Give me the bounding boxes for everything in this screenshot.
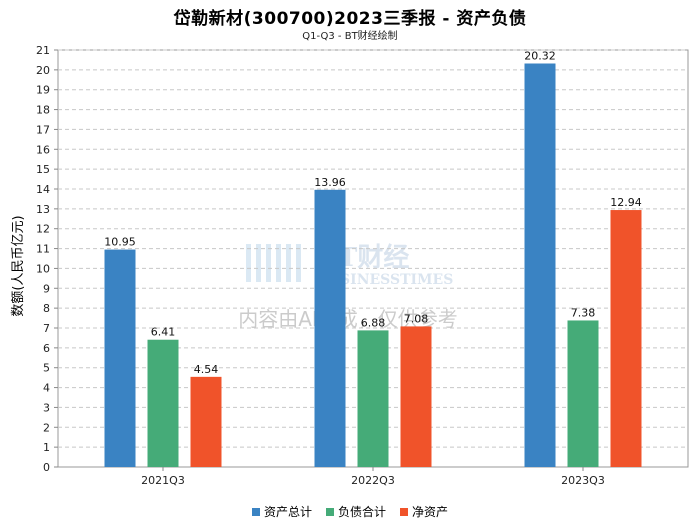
watermark-logo-bar xyxy=(286,244,291,282)
y-tick-label: 16 xyxy=(36,143,50,156)
x-tick-label: 2021Q3 xyxy=(141,474,185,487)
bar-value-label: 6.88 xyxy=(361,316,386,329)
bar xyxy=(357,330,389,467)
legend-swatch xyxy=(400,507,408,516)
bar-chart: BT财经 BUSINESSTIMES 内容由AI生成，仅供参考 10.956.4… xyxy=(11,44,689,487)
y-tick-label: 0 xyxy=(43,461,50,474)
bar-value-label: 7.38 xyxy=(571,306,596,319)
watermark-brand-en: BUSINESSTIMES xyxy=(316,272,453,288)
watermark-logo-bar xyxy=(296,244,301,282)
y-tick-label: 17 xyxy=(36,123,50,136)
bar-value-label: 7.08 xyxy=(404,312,429,325)
watermark-logo-bar xyxy=(276,244,281,282)
y-tick-label: 18 xyxy=(36,104,50,117)
x-tick-label: 2022Q3 xyxy=(351,474,395,487)
y-tick-label: 11 xyxy=(36,243,50,256)
y-tick-label: 1 xyxy=(43,441,50,454)
y-tick-label: 6 xyxy=(43,342,50,355)
legend-label: 资产总计 xyxy=(263,505,312,519)
chart-title: 岱勒新材(300700)2023三季报 - 资产负债 xyxy=(173,9,527,29)
bar-value-label: 13.96 xyxy=(314,176,346,189)
y-tick-label: 9 xyxy=(43,282,50,295)
y-tick-label: 3 xyxy=(43,401,50,414)
y-tick-label: 14 xyxy=(36,183,50,196)
y-tick-label: 13 xyxy=(36,203,50,216)
y-tick-label: 12 xyxy=(36,223,50,236)
bar xyxy=(567,320,599,467)
y-tick-label: 7 xyxy=(43,322,50,335)
chart-subtitle: Q1-Q3 - BT财经绘制 xyxy=(302,31,398,42)
legend-item: 负债合计 xyxy=(325,503,386,520)
legend-label: 负债合计 xyxy=(337,505,386,519)
bar-value-label: 4.54 xyxy=(194,363,219,376)
bars: 10.95 6.41 4.54 13.96 6.88 7.08 20.32 7.38 12.94 xyxy=(104,50,642,467)
y-axis-label: 数额(人民币亿元) xyxy=(11,215,26,316)
y-tick-label: 4 xyxy=(43,382,50,395)
bar-value-label: 20.32 xyxy=(524,50,556,63)
bar xyxy=(400,326,432,467)
x-tick-label: 2023Q3 xyxy=(561,474,605,487)
legend-item: 净资产 xyxy=(400,503,448,520)
y-tick-label: 20 xyxy=(36,64,50,77)
watermark-logo-bar xyxy=(266,244,271,282)
legend-swatch xyxy=(325,507,334,516)
bar-value-label: 10.95 xyxy=(104,236,136,249)
bar xyxy=(610,210,642,467)
bar xyxy=(524,63,556,467)
y-tick-label: 8 xyxy=(43,302,50,315)
axes: 01234567891011121314151617181920212021Q3… xyxy=(36,44,605,487)
legend-swatch xyxy=(251,507,260,516)
legend: 资产总计 负债合计 净资产 xyxy=(0,503,700,520)
y-tick-label: 21 xyxy=(36,44,50,57)
y-tick-label: 5 xyxy=(43,362,50,375)
legend-label: 净资产 xyxy=(412,505,449,519)
watermark-logo-bar xyxy=(246,244,251,282)
bar xyxy=(314,189,346,467)
y-tick-label: 2 xyxy=(43,421,50,434)
y-tick-label: 15 xyxy=(36,163,50,176)
legend-item: 资产总计 xyxy=(251,503,312,520)
bar xyxy=(147,339,179,467)
bar xyxy=(104,249,136,467)
y-tick-label: 10 xyxy=(36,262,50,275)
bar-value-label: 6.41 xyxy=(151,326,176,339)
bar-value-label: 12.94 xyxy=(610,196,642,209)
bar xyxy=(190,376,222,467)
watermark-logo-bar xyxy=(256,244,261,282)
y-tick-label: 19 xyxy=(36,84,50,97)
